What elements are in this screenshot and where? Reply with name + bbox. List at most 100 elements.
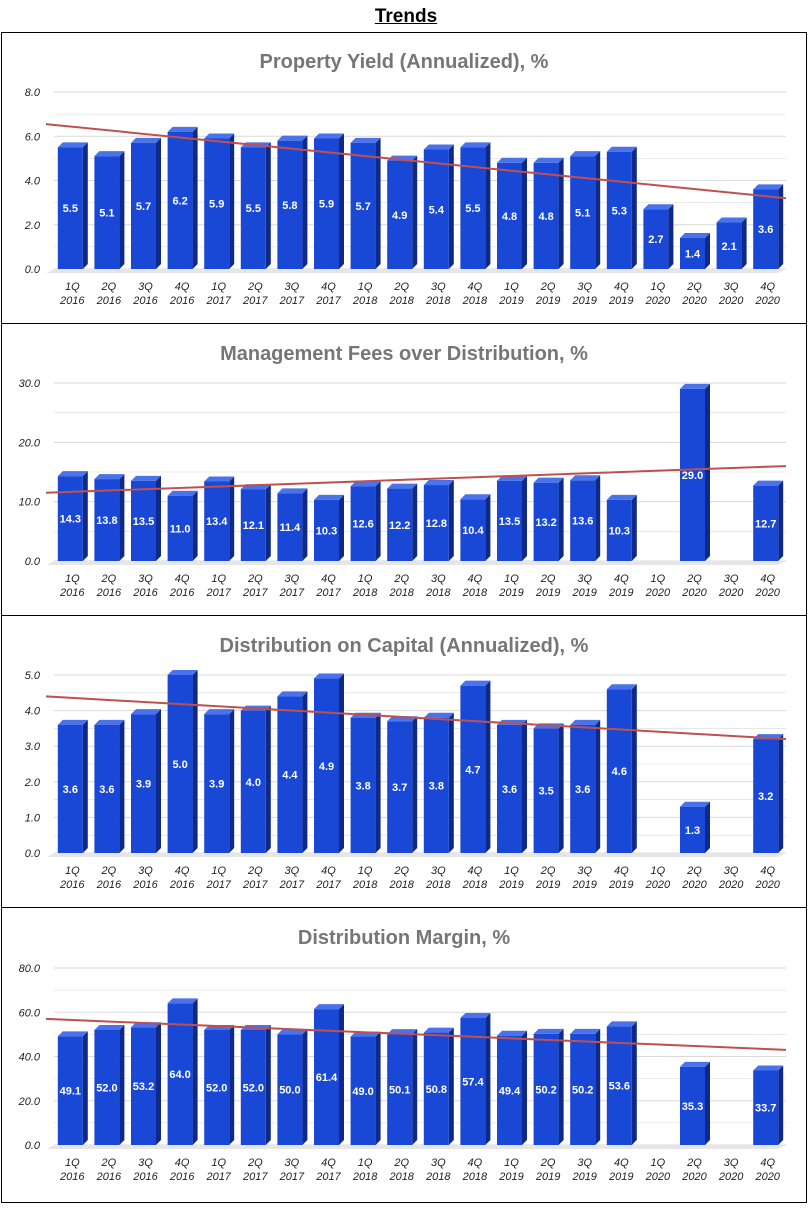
x-tick-quarter: 4Q (468, 1157, 483, 1169)
bar-value-label: 13.4 (206, 516, 228, 528)
bar-top (387, 483, 418, 489)
x-tick-quarter: 3Q (138, 1157, 153, 1169)
x-tick-label: 2Q 2016 (96, 281, 122, 307)
y-tick-label: 10.0 (19, 497, 41, 509)
bar-side (485, 494, 491, 561)
x-tick-quarter: 3Q (431, 1157, 446, 1169)
bar (167, 131, 193, 269)
x-tick-year: 2017 (205, 587, 231, 599)
x-tick-quarter: 2Q (540, 573, 556, 585)
x-tick-label: 1Q 2017 (205, 573, 231, 599)
chart-title: Distribution Margin, % (298, 927, 510, 949)
bar-side (778, 1065, 784, 1145)
bar-side (705, 233, 710, 269)
bar-side (522, 1030, 527, 1145)
bar (570, 480, 596, 561)
bar-value-label: 4.8 (502, 211, 517, 223)
bar-value-label: 3.9 (209, 779, 224, 791)
bar-value-label: 3.8 (429, 780, 444, 792)
bar-value-label: 4.6 (612, 766, 627, 778)
x-tick-year: 2016 (169, 1171, 195, 1183)
bar-side (485, 1013, 491, 1145)
x-tick-year: 2017 (315, 1171, 341, 1183)
bar-top (423, 144, 454, 150)
bar-top (204, 476, 235, 482)
bar-side (668, 204, 674, 269)
y-tick-label: 80.0 (19, 963, 41, 975)
bar-top (94, 151, 125, 157)
bar-value-label: 5.4 (429, 204, 445, 216)
x-tick-year: 2017 (279, 587, 305, 599)
y-tick-label: 0.0 (25, 1140, 41, 1152)
x-tick-label: 3Q 2019 (571, 281, 596, 307)
x-tick-label: 1Q 2020 (645, 573, 671, 599)
x-tick-quarter: 4Q (614, 865, 629, 877)
x-tick-label: 1Q 2019 (498, 865, 523, 891)
bar-value-label: 50.1 (389, 1085, 410, 1097)
bar-value-label: 29.0 (682, 470, 703, 482)
x-tick-label: 1Q 2018 (352, 865, 378, 891)
bar-top (680, 233, 710, 239)
x-tick-quarter: 3Q (724, 865, 739, 877)
x-tick-label: 4Q 2018 (462, 865, 488, 891)
bar-top (753, 480, 784, 486)
bar-side (156, 709, 161, 853)
x-tick-label: 1Q 2016 (59, 573, 85, 599)
x-tick-label: 3Q 2020 (718, 281, 744, 307)
bar-value-label: 4.0 (246, 777, 261, 789)
bar (497, 1035, 522, 1145)
x-tick-label: 3Q 2017 (279, 865, 305, 891)
bar (240, 147, 266, 269)
bar-value-label: 5.5 (63, 203, 78, 215)
bar-side (631, 684, 637, 853)
bar-top (314, 133, 344, 139)
x-tick-year: 2020 (681, 1171, 707, 1183)
x-tick-quarter: 1Q (651, 573, 666, 585)
x-tick-year: 2019 (571, 295, 596, 307)
bar-value-label: 4.9 (392, 210, 407, 222)
x-tick-label: 4Q 2019 (608, 1157, 633, 1183)
bar (460, 685, 486, 853)
bar (167, 1003, 193, 1145)
x-tick-year: 2020 (645, 879, 671, 891)
x-tick-quarter: 1Q (651, 865, 666, 877)
x-tick-quarter: 4Q (175, 865, 190, 877)
x-tick-year: 2019 (498, 1171, 523, 1183)
bar (277, 696, 303, 853)
bar-top (167, 670, 198, 675)
y-tick-label: 0.0 (25, 556, 41, 568)
bar-side (229, 709, 235, 853)
x-tick-quarter: 2Q (247, 1157, 263, 1169)
bar-side (339, 133, 344, 269)
x-tick-quarter: 2Q (540, 1157, 556, 1169)
bar-side (82, 142, 88, 269)
trendline (45, 1017, 787, 1051)
x-tick-quarter: 2Q (686, 865, 702, 877)
x-tick-label: 4Q 2018 (462, 573, 488, 599)
bar (57, 1036, 83, 1145)
x-tick-year: 2019 (498, 879, 523, 891)
bar-value-label: 5.8 (282, 200, 297, 212)
bar-side (339, 1004, 344, 1145)
x-tick-year: 2019 (535, 295, 560, 307)
bar-value-label: 13.5 (133, 516, 154, 528)
x-tick-label: 4Q 2018 (462, 281, 488, 307)
x-tick-label: 1Q 2016 (59, 281, 85, 307)
x-tick-quarter: 1Q (358, 573, 373, 585)
bar-value-label: 4.7 (465, 764, 480, 776)
x-tick-year: 2020 (645, 1171, 671, 1183)
x-tick-year: 2016 (96, 587, 122, 599)
x-tick-year: 2018 (388, 879, 414, 891)
bar-value-label: 3.6 (575, 784, 590, 796)
x-tick-year: 2019 (571, 587, 596, 599)
x-tick-year: 2020 (754, 1171, 780, 1183)
bar-value-label: 52.0 (96, 1082, 117, 1094)
y-tick-label: 6.0 (25, 131, 41, 143)
x-tick-year: 2016 (96, 1171, 122, 1183)
bar-side (558, 157, 564, 269)
x-tick-quarter: 4Q (321, 281, 336, 293)
bar-top (94, 474, 125, 480)
bar-top (753, 184, 784, 190)
bar-value-label: 61.4 (316, 1072, 338, 1084)
bar (131, 480, 156, 561)
